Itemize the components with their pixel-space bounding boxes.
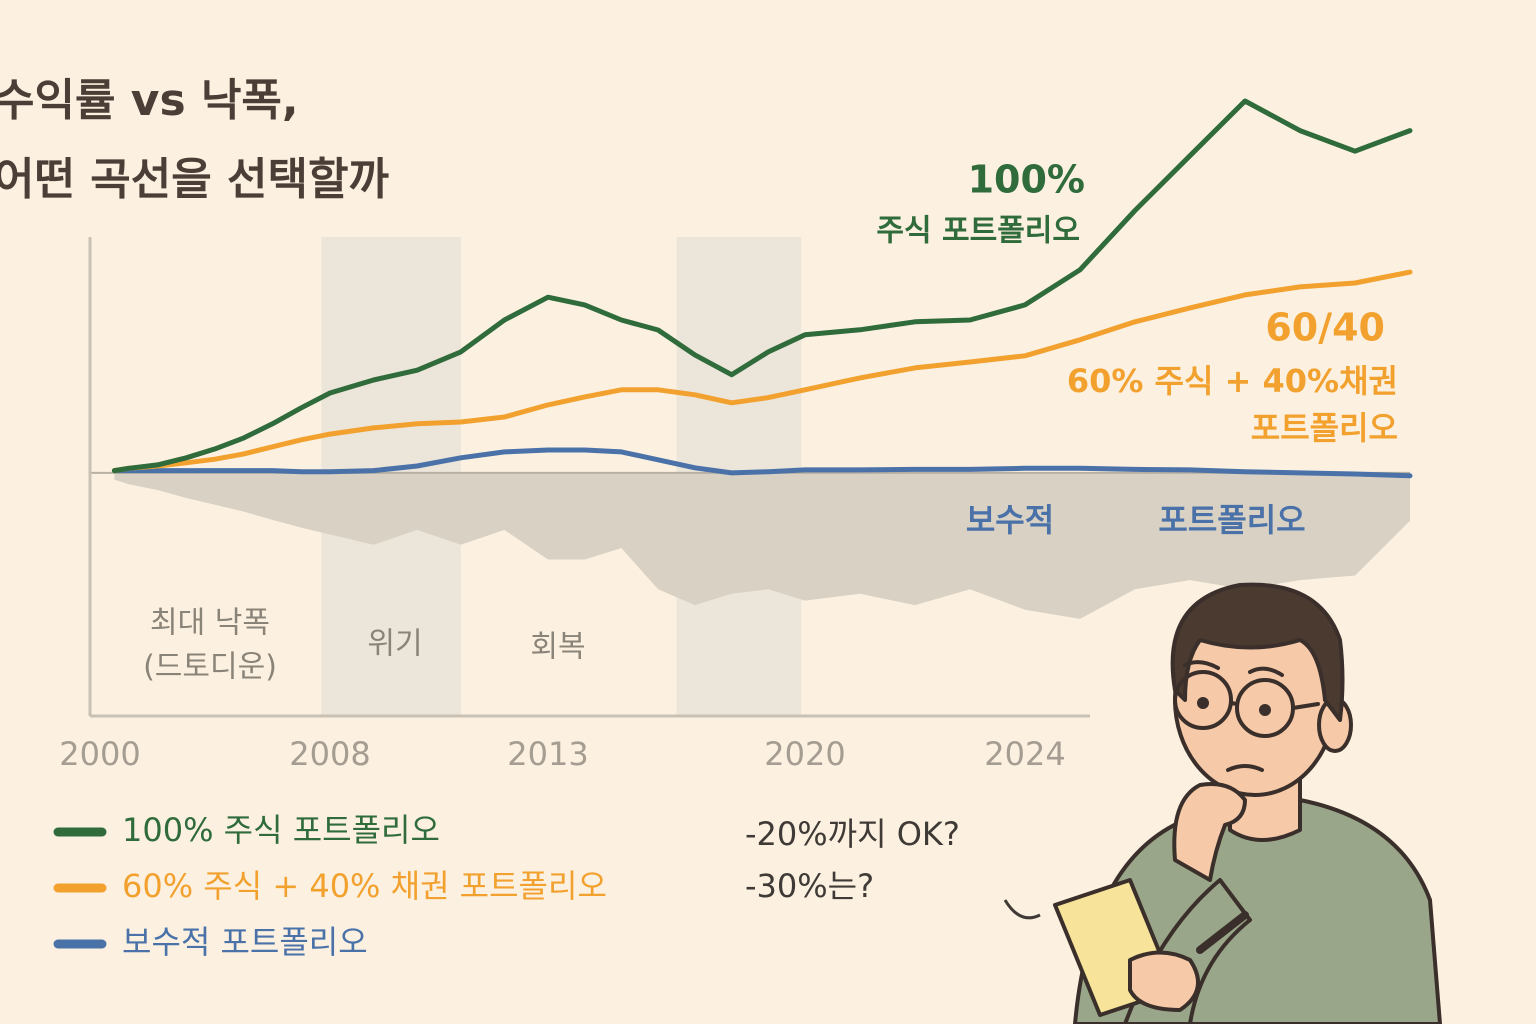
legend-label: 60% 주식 + 40% 채권 포트폴리오 [122,867,607,905]
annotation: 회복 [530,630,585,665]
area-label: 최대 낙폭 [150,606,270,641]
series-line [111,98,1413,474]
plot: 2000 2008 2013 2020 2024 위기 회복 100% 주식 포트폴리오 60/4… [59,98,1413,773]
legend-label: 보수적 포트폴리오 [122,923,368,961]
x-tick-label: 2013 [507,735,588,773]
x-tick-label: 2008 [289,735,370,773]
title-line: 수익률 vs 낙폭, [0,75,299,126]
annotation: 보수적 [966,501,1054,539]
speech-text: -20%까지 OK? [745,815,960,853]
title-line: 어떤 곡선을 선택할까 [0,154,389,205]
annotation: 포트폴리오 [1158,501,1305,539]
character [1053,582,1442,1024]
annotation: 주식 포트폴리오 [876,214,1080,249]
annotation: 60% 주식 + 40%채권 [1067,362,1398,400]
x-tick-label: 2024 [984,735,1065,773]
drawdown-area [114,472,1410,619]
x-tick-label: 2000 [59,735,140,773]
annotation: 60/40 [1265,306,1385,350]
legend-label: 100% 주식 포트폴리오 [122,811,440,849]
speech-text: -30%는? [745,867,874,905]
series-line [111,269,1413,474]
annotation: 100% [968,158,1085,202]
series-line [111,447,1413,479]
speech-mark [1003,899,1041,920]
area-label: (드토디운) [143,650,277,685]
annotation: 위기 [367,627,422,662]
annotation: 포트폴리오 [1251,409,1398,447]
x-tick-label: 2020 [764,735,845,773]
plot-background [90,237,1410,716]
